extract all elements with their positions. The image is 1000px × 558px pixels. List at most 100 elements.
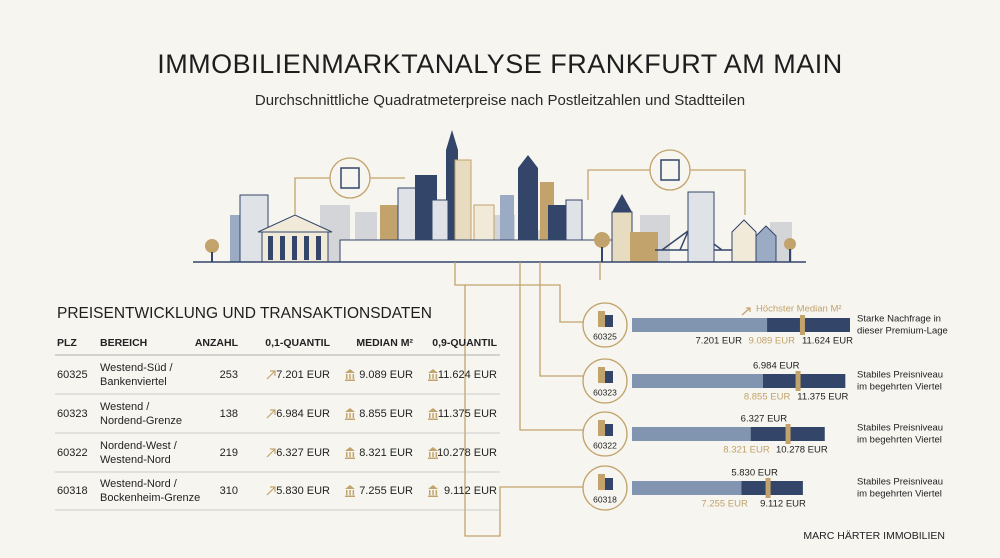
- area-cell: Bockenheim-Grenze: [100, 492, 200, 504]
- trend-icon: [266, 448, 276, 458]
- range-segment: [741, 481, 803, 495]
- area-cell: Westend-Nord: [100, 454, 171, 466]
- building-icon: [598, 311, 605, 327]
- note: im begehrten Viertel: [857, 382, 942, 393]
- low-segment: [632, 427, 751, 441]
- note: Stabiles Preisniveau: [857, 423, 943, 434]
- footer: MARC HÄRTER IMMOBILIEN: [803, 530, 945, 542]
- annotation: Höchster Median M²: [756, 304, 842, 315]
- bank-icon: [428, 485, 438, 497]
- low-segment: [632, 318, 768, 332]
- q90-cell: 10.278 EUR: [437, 447, 497, 459]
- trend-icon: [266, 486, 276, 496]
- low-label: 5.830 EUR: [731, 468, 778, 479]
- range-segment: [762, 374, 846, 388]
- trend-icon: [266, 409, 276, 419]
- column-header: BEREICH: [100, 337, 147, 349]
- building-icon: [598, 367, 605, 383]
- high-label: 9.112 EUR: [760, 499, 806, 510]
- plz-cell: 60323: [57, 408, 88, 420]
- high-label: 11.375 EUR: [797, 392, 848, 403]
- skyline: [193, 130, 806, 537]
- page-subtitle: Durchschnittliche Quadratmeterpreise nac…: [255, 92, 745, 109]
- q90-cell: 11.624 EUR: [438, 369, 497, 381]
- count-cell: 138: [220, 408, 238, 420]
- median-marker: [785, 424, 791, 444]
- building-icon: [605, 424, 613, 436]
- q10-cell: 7.201 EUR: [276, 369, 330, 381]
- bank-icon: [345, 447, 355, 459]
- annotation-arrow: [741, 307, 751, 316]
- note: dieser Premium-Lage: [857, 326, 948, 337]
- plz-label: 60323: [593, 387, 617, 397]
- median-cell: 8.321 EUR: [359, 447, 413, 459]
- median-label: 8.855 EUR: [744, 392, 791, 403]
- q10-cell: 5.830 EUR: [276, 485, 330, 497]
- building-icon: [598, 420, 605, 436]
- plz-label: 60322: [593, 440, 617, 450]
- median-marker: [799, 315, 805, 335]
- median-cell: 7.255 EUR: [359, 485, 413, 497]
- note: Stabiles Preisniveau: [857, 370, 943, 381]
- bank-icon: [428, 408, 438, 420]
- median-marker: [765, 478, 771, 498]
- column-header: 0,1-QUANTIL: [265, 337, 330, 349]
- note: Stabiles Preisniveau: [857, 477, 943, 488]
- trend-icon: [266, 370, 276, 380]
- area-cell: Nordend-Grenze: [100, 415, 182, 427]
- low-segment: [632, 481, 742, 495]
- q10-cell: 6.327 EUR: [276, 447, 330, 459]
- note: im begehrten Viertel: [857, 435, 942, 446]
- table: PLZ BEREICH ANZAHL 0,1-QUANTIL MEDIAN M² 0,9-…: [55, 337, 500, 511]
- note: im begehrten Viertel: [857, 489, 942, 500]
- median-label: 9.089 EUR: [749, 336, 796, 347]
- low-label: 6.327 EUR: [741, 414, 788, 425]
- column-header: ANZAHL: [195, 337, 239, 349]
- plz-cell: 60318: [57, 485, 88, 497]
- table-title: PREISENTWICKLUNG UND TRANSAKTIONSDATEN: [57, 305, 432, 322]
- plz-cell: 60322: [57, 447, 88, 459]
- bank-icon: [345, 369, 355, 381]
- bank-icon: [345, 485, 355, 497]
- count-cell: 310: [220, 485, 238, 497]
- median-label: 8.321 EUR: [723, 445, 770, 456]
- area-cell: Westend-Süd /: [100, 362, 174, 374]
- q10-cell: 6.984 EUR: [276, 408, 330, 420]
- median-marker: [795, 371, 801, 391]
- range-chart: 60325 11.624 EUR 9.089 EUR 7.201 EUR Starke …: [582, 302, 948, 511]
- area-cell: Westend /: [100, 401, 150, 413]
- building-icon: [598, 474, 605, 490]
- median-cell: 9.089 EUR: [359, 369, 413, 381]
- column-header: PLZ: [57, 337, 77, 349]
- median-label: 7.255 EUR: [701, 499, 748, 510]
- plz-label: 60325: [593, 331, 617, 341]
- bank-icon: [428, 369, 438, 381]
- high-label: 10.278 EUR: [776, 445, 828, 456]
- q90-cell: 9.112 EUR: [444, 485, 497, 497]
- high-label: 11.624 EUR: [802, 336, 853, 347]
- median-cell: 8.855 EUR: [359, 408, 413, 420]
- building-icon: [605, 315, 613, 327]
- column-header: 0,9-QUANTIL: [432, 337, 497, 349]
- note: Starke Nachfrage in: [857, 314, 941, 325]
- q90-cell: 11.375 EUR: [438, 408, 497, 420]
- area-cell: Nordend-West /: [100, 440, 178, 452]
- page-title: IMMOBILIENMARKTANALYSE FRANKFURT AM MAIN: [157, 49, 843, 79]
- count-cell: 253: [220, 369, 238, 381]
- area-cell: Bankenviertel: [100, 376, 167, 388]
- count-cell: 219: [220, 447, 238, 459]
- bank-icon: [345, 408, 355, 420]
- area-cell: Westend-Nord /: [100, 478, 178, 490]
- plz-label: 60318: [593, 494, 617, 504]
- low-segment: [632, 374, 763, 388]
- low-label: 6.984 EUR: [753, 361, 800, 372]
- building-icon: [605, 371, 613, 383]
- low-label: 7.201 EUR: [696, 336, 743, 347]
- building-icon: [605, 478, 613, 490]
- column-header: MEDIAN M²: [356, 337, 413, 349]
- bank-icon: [428, 447, 438, 459]
- range-segment: [767, 318, 850, 332]
- plz-cell: 60325: [57, 369, 88, 381]
